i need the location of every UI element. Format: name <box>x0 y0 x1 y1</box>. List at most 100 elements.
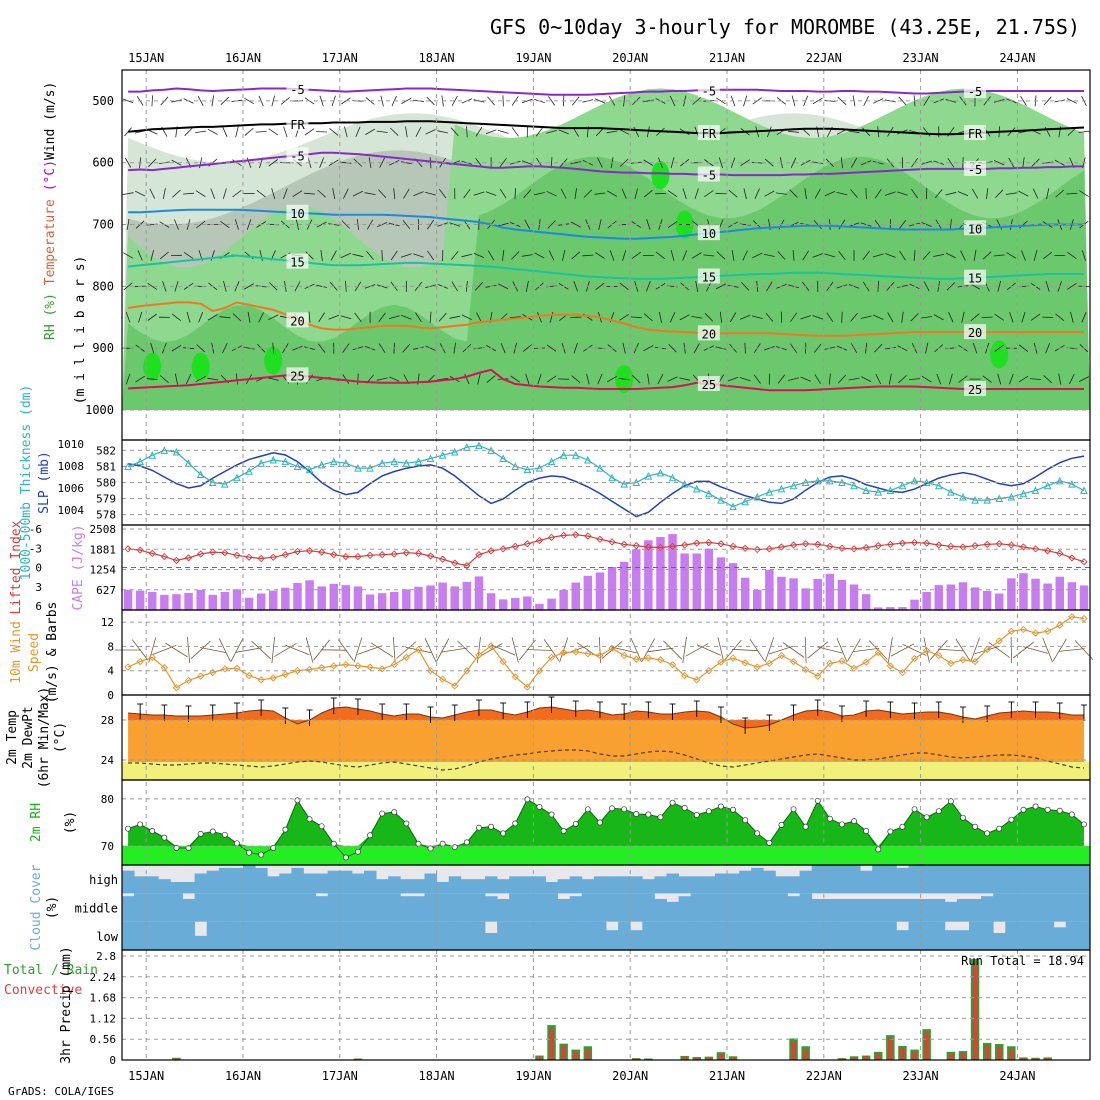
surface-wind-barb <box>273 642 297 658</box>
wind-barb <box>135 190 146 197</box>
cloud-bar-low <box>315 921 329 950</box>
wind-barb <box>874 343 883 353</box>
cloud-bar-low <box>678 921 692 950</box>
wind-speed-marker <box>487 642 495 650</box>
lifted-index-marker <box>293 547 302 556</box>
isotherm-label-bg <box>286 367 309 383</box>
thickness-marker <box>934 481 943 490</box>
wind-barb <box>365 128 376 135</box>
cloud-bar-low <box>412 921 425 950</box>
cloud-bar-low <box>630 930 643 950</box>
dewpoint-low-fill <box>122 762 1090 780</box>
rh-marker <box>536 803 543 810</box>
wind-barb <box>137 250 143 261</box>
cloud-bar-low <box>969 921 982 950</box>
cloud-bar-high <box>884 865 897 894</box>
wind-barb <box>619 282 629 291</box>
rh-saturation-spot <box>143 352 162 381</box>
wind-barb <box>1009 373 1014 385</box>
cloud-bar-middle <box>158 893 171 922</box>
lifted-index-marker <box>184 554 193 562</box>
cloud-bar-high <box>739 870 752 894</box>
lifted-index-marker <box>1007 541 1015 549</box>
wind-barb <box>1070 311 1074 323</box>
cape-bar <box>656 537 665 610</box>
wind-barb <box>961 311 965 323</box>
thickness-marker <box>269 455 278 464</box>
cape-bar <box>172 594 181 610</box>
wind-barb <box>269 282 278 291</box>
wind-barb <box>123 252 134 259</box>
wind-speed-marker <box>693 676 701 684</box>
cloud-bar-middle <box>509 893 522 922</box>
lifted-index-marker <box>1044 547 1052 555</box>
surface-wind-barb <box>353 637 363 663</box>
cape-bar <box>777 576 786 610</box>
wind-speed-marker <box>584 650 592 658</box>
pressure-tick-label: 900 <box>92 341 114 355</box>
wind-barb <box>268 314 279 321</box>
cape-bar <box>498 599 508 610</box>
lifted-index-marker <box>475 551 483 559</box>
wind-barb <box>502 249 505 261</box>
cloud-bar-low <box>158 921 171 950</box>
cloud-bar-middle <box>291 893 304 922</box>
surface-wind-barb <box>641 638 656 662</box>
rh-ylabel-line: 2m RH <box>29 803 44 842</box>
thickness-tick-label: 579 <box>96 493 116 506</box>
cloud-bar-middle <box>1041 893 1055 922</box>
wind-barb <box>268 128 279 136</box>
cloud-bar-high <box>896 867 909 894</box>
cloud-bar-high <box>400 879 413 894</box>
cloud-bar-low <box>448 921 462 950</box>
cloud-bar-middle <box>666 901 679 922</box>
wind-barb <box>486 375 496 383</box>
thickness-marker <box>680 479 689 488</box>
lifted-index-marker <box>221 549 229 557</box>
wind-barb <box>1030 313 1041 321</box>
cape-bar <box>220 591 230 610</box>
rh-marker <box>621 806 628 813</box>
cloud-bar-high <box>194 873 208 894</box>
wind-speed-marker <box>136 657 144 666</box>
wind-barb <box>207 377 219 381</box>
wind-barb <box>461 314 472 321</box>
thickness-marker <box>1031 486 1040 495</box>
cloud-bar-low <box>485 933 498 950</box>
wind-barb <box>135 375 146 383</box>
cloud-bar-low <box>400 921 413 950</box>
wind-barb <box>149 188 156 199</box>
wind-barb <box>923 95 930 106</box>
cape-bar <box>208 594 217 610</box>
wind-barb <box>562 250 566 261</box>
wind-barb <box>657 374 664 385</box>
cloud-bar-middle <box>775 893 788 922</box>
wind-barb <box>364 192 376 195</box>
cloud-bar-middle <box>860 899 873 922</box>
wind-barb <box>646 281 651 292</box>
cloud-bar-middle <box>303 893 316 922</box>
thickness-marker <box>850 481 858 490</box>
wind-barb <box>393 188 396 200</box>
precip-convective-bar <box>634 1058 639 1060</box>
wind-barb <box>740 159 751 167</box>
cloud-bar-high <box>666 873 679 894</box>
surface-wind-barb <box>682 637 687 663</box>
wind-barb <box>329 128 339 136</box>
wind-barb <box>429 157 432 169</box>
cloud-bar-middle <box>400 896 413 922</box>
cape-bar <box>692 553 701 610</box>
precip-convective-bar <box>561 1045 566 1060</box>
wind-barb <box>340 252 352 259</box>
rh-marker <box>899 823 906 830</box>
cape-bar <box>704 548 714 610</box>
lifted-index-marker <box>366 551 374 559</box>
cloud-bar-high <box>630 876 643 894</box>
precip-convective-bar <box>900 1048 905 1060</box>
rh-marker <box>391 809 398 816</box>
wind-ylabel-line: 10m Wind <box>9 621 24 684</box>
wind-speed-marker <box>1080 614 1088 623</box>
cape-bar <box>390 591 399 610</box>
precip-convective-bar <box>694 1057 699 1060</box>
wind-barb <box>295 219 299 230</box>
